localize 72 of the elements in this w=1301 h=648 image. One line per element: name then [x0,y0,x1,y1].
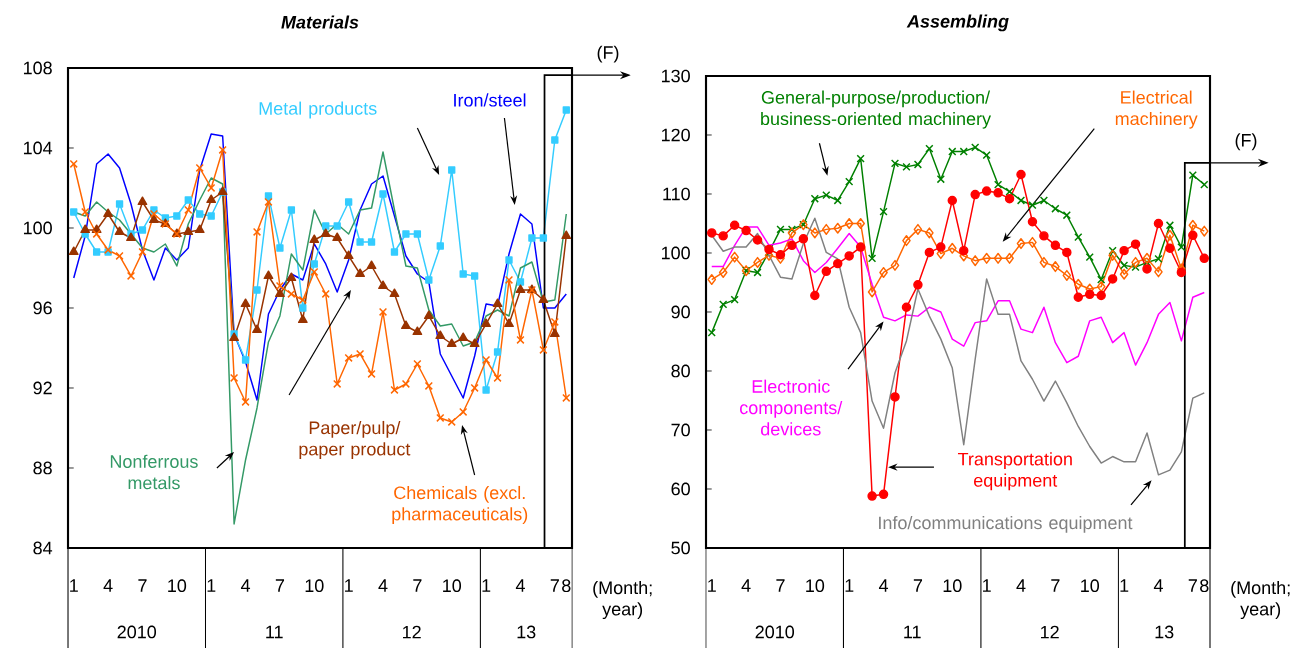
x-tick-label: 4 [515,579,525,592]
x-tick-label: 4 [741,579,751,592]
text: Electrical machinery [1115,90,1198,129]
text: Electronic components/ devices [740,379,843,436]
series-label: General-purpose/production/ business-oriented machinery [761,90,992,129]
text: Transportation equipment [957,452,1072,491]
x-tick-label: 7 [913,579,923,592]
x-tick-label: 4 [1153,579,1163,592]
x-tick-label: 7 [550,579,559,592]
x-tick-label: 1 [1120,579,1129,592]
chart-title: Assembling [906,14,1009,32]
y-tick-label: 90 [671,305,690,319]
x-tick-label: 10 [943,579,962,593]
y-tick-label: 70 [671,423,690,437]
text: Metal products [259,101,377,119]
x-tick-label: 7 [275,579,285,592]
x-tick-label: 7 [1051,579,1060,592]
y-tick-label: 96 [33,301,52,315]
x-tick-label: 4 [240,579,251,592]
x-tick-label: 1 [983,579,991,592]
x-tick-label: 4 [878,579,889,592]
x-tick-label: 10 [168,579,187,593]
text: Paper/pulp/ paper product [299,420,411,460]
x-tick-label: 1 [345,579,353,592]
x-tick-label: 1 [845,579,854,592]
x-tick-label: 8 [562,579,571,593]
y-tick-label: 104 [23,141,53,155]
series-label: Nonferrous metals [110,454,198,490]
x-axis-title: (Month; year) [1231,580,1290,620]
x-tick-label: 1 [207,579,216,592]
x-tick-label: 10 [1081,579,1100,593]
x-tick-label: 4 [103,579,113,592]
text: 13 [1155,625,1174,639]
y-tick-label: 60 [671,482,690,496]
x-tick-label: 7 [776,579,785,592]
x-axis-title: (Month; year) [593,580,652,620]
text: 2010 [755,625,795,639]
text: 12 [1041,625,1059,639]
y-tick-label: 100 [23,221,52,235]
x-tick-label: 10 [443,579,462,593]
y-tick-label: 50 [671,541,690,555]
y-tick-label: 92 [33,381,52,395]
y-tick-label: 120 [661,128,690,142]
y-tick-label: 108 [23,61,52,75]
text: (F) [597,45,619,63]
y-tick-label: 88 [33,461,52,475]
text: 13 [517,625,536,639]
x-tick-label: 8 [1200,579,1209,593]
x-tick-label: 10 [806,579,825,593]
x-tick-label: 7 [1188,579,1197,592]
y-tick-label: 110 [663,187,690,201]
y-tick-label: 80 [671,364,690,378]
text: 11 [266,625,283,639]
text: Chemicals (excl. pharmaceuticals) [392,485,528,525]
text: 12 [403,625,421,639]
x-tick-label: 4 [378,579,388,592]
text: Iron/steel [454,93,526,107]
x-tick-label: 1 [482,579,491,592]
y-tick-label: 84 [33,541,53,555]
x-tick-label: 1 [708,579,716,592]
x-tick-label: 7 [413,579,422,592]
x-tick-label: 7 [138,579,147,592]
x-tick-label: 4 [1016,579,1026,592]
text: (F) [1235,133,1257,151]
x-tick-label: 10 [305,579,324,593]
chart-title: Materials [281,15,359,29]
y-tick-label: 100 [661,246,690,260]
text: Info/communications equipment [879,515,1133,533]
y-tick-label: 130 [661,69,690,83]
text: 11 [904,625,921,639]
text: 2010 [117,625,157,639]
x-tick-label: 1 [70,579,78,592]
